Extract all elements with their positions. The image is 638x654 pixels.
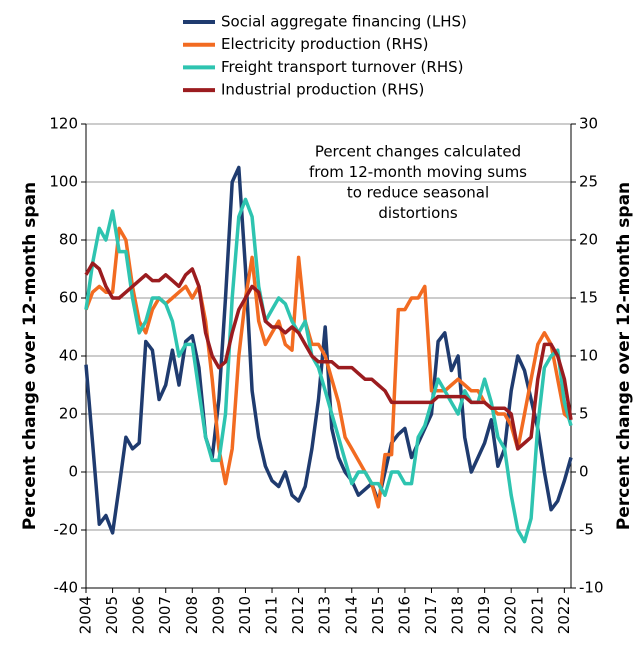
y2-tick-label: 10: [579, 347, 598, 365]
x-tick-label: 2005: [103, 596, 121, 634]
legend-label: Freight transport turnover (RHS): [221, 58, 463, 76]
y2-axis-label: Percent change over 12-month span: [614, 182, 634, 530]
y2-tick-label: 30: [579, 115, 598, 133]
y2-tick-label: 5: [579, 405, 589, 423]
annotation: to reduce seasonal: [347, 184, 489, 202]
legend-label: Social aggregate financing (LHS): [221, 13, 467, 31]
x-tick-label: 2004: [77, 596, 95, 634]
y-axis-label: Percent change over 12-month span: [20, 182, 40, 530]
y-tick-label: -20: [54, 521, 79, 539]
y-tick-label: 0: [68, 463, 78, 481]
x-tick-label: 2010: [236, 596, 254, 634]
y2-tick-label: 20: [579, 231, 598, 249]
x-tick-label: 2014: [342, 596, 360, 634]
y-tick-label: 20: [59, 405, 78, 423]
x-tick-label: 2019: [475, 596, 493, 634]
y2-tick-label: 25: [579, 173, 598, 191]
y2-tick-label: -5: [579, 521, 594, 539]
legend-label: Electricity production (RHS): [221, 35, 429, 53]
y-tick-label: -40: [54, 579, 79, 597]
y-tick-label: 80: [59, 231, 78, 249]
series-line: [84, 197, 573, 544]
x-tick-label: 2022: [555, 596, 573, 634]
x-tick-label: 2016: [395, 596, 413, 634]
legend-label: Industrial production (RHS): [221, 81, 424, 99]
annotation: Percent changes calculated: [315, 143, 521, 161]
x-tick-label: 2007: [156, 596, 174, 634]
y2-tick-label: 0: [579, 463, 589, 481]
y-tick-label: 120: [49, 115, 78, 133]
y2-tick-label: -10: [579, 579, 604, 597]
y-tick-label: 40: [59, 347, 78, 365]
x-tick-label: 2006: [130, 596, 148, 634]
x-tick-label: 2012: [289, 596, 307, 634]
y-tick-label: 100: [49, 173, 78, 191]
x-tick-label: 2020: [502, 596, 520, 634]
series-line: [84, 165, 573, 535]
y2-tick-label: 15: [579, 289, 598, 307]
x-tick-label: 2013: [316, 596, 334, 634]
x-tick-label: 2015: [369, 596, 387, 634]
y-tick-label: 60: [59, 289, 78, 307]
series-line: [84, 261, 573, 451]
annotation: from 12-month moving sums: [309, 163, 527, 181]
x-tick-label: 2021: [528, 596, 546, 634]
annotation: distortions: [378, 204, 457, 222]
x-tick-label: 2017: [422, 596, 440, 634]
x-tick-label: 2009: [209, 596, 227, 634]
x-tick-label: 2018: [449, 596, 467, 634]
x-tick-label: 2008: [183, 596, 201, 634]
x-tick-label: 2011: [263, 596, 281, 634]
